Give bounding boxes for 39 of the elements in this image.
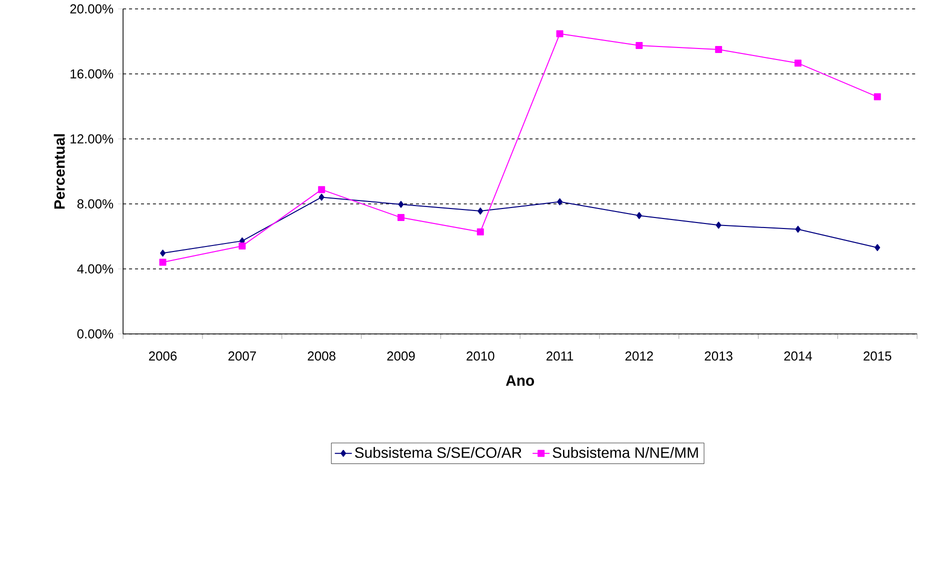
x-tick-label: 2010: [466, 352, 494, 361]
y-tick-label: 4.00%: [77, 264, 114, 274]
x-tick-label: 2011: [546, 352, 574, 361]
x-tick-label: 2014: [784, 352, 812, 361]
x-tick-label: 2013: [704, 352, 732, 361]
point: [476, 228, 484, 236]
point: [874, 244, 880, 252]
x-tick-label: 2006: [149, 352, 177, 361]
point: [318, 194, 324, 201]
point: [398, 200, 404, 208]
point: [557, 198, 563, 206]
point: [636, 212, 642, 220]
point: [159, 258, 166, 266]
point: [716, 222, 722, 229]
point: [160, 250, 166, 257]
legend-label: Subsistema S/SE/CO/AR: [355, 447, 522, 458]
x-tick-label: 2008: [308, 352, 336, 361]
y-tick-label: 16.00%: [70, 69, 114, 79]
point: [874, 93, 881, 100]
point: [636, 42, 643, 50]
point: [556, 30, 564, 38]
point: [795, 226, 801, 233]
x-tick-label: 2015: [864, 352, 892, 361]
x-axis-title: Ano: [506, 376, 534, 386]
x-tick-label: 2012: [625, 352, 653, 361]
y-tick-label: 0.00%: [77, 329, 114, 339]
legend-label: Subsistema N/NE/MM: [552, 447, 698, 458]
point: [478, 208, 484, 215]
y-tick-label: 8.00%: [77, 199, 114, 209]
point: [318, 186, 326, 194]
y-tick-label: 12.00%: [70, 134, 114, 144]
y-axis-title: Percentual: [54, 134, 65, 209]
point: [794, 60, 802, 67]
point: [238, 242, 246, 250]
point: [397, 214, 404, 222]
y-tick-label: 20.00%: [70, 4, 114, 14]
x-tick-label: 2009: [387, 352, 415, 361]
x-tick-label: 2007: [228, 352, 256, 361]
point: [715, 46, 722, 54]
